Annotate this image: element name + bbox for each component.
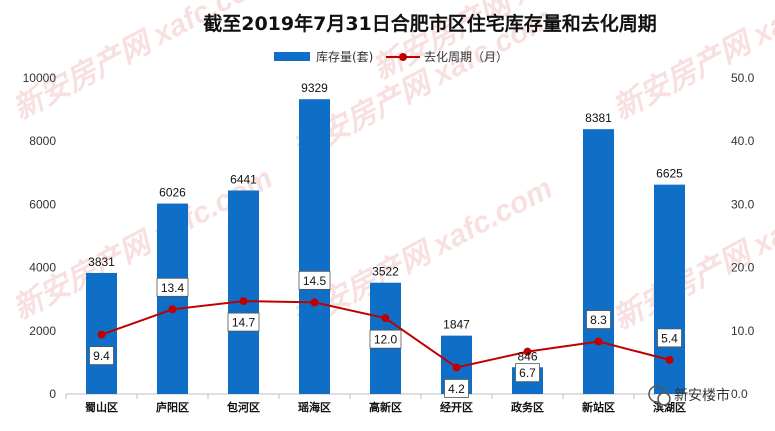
bar-value-label-3: 9329: [301, 81, 328, 95]
line-value-box-4: [369, 329, 402, 349]
y2-tick-label-2: 20.0: [731, 261, 755, 275]
bar-value-label-4: 3522: [372, 265, 399, 279]
x-tick-label-6: 政务区: [511, 400, 544, 414]
bar-value-label-1: 6026: [159, 186, 186, 200]
y-tick-label-3: 6000: [29, 197, 56, 211]
bars: [86, 99, 685, 394]
x-tick-label-4: 高新区: [369, 400, 402, 414]
y2-tick-label-4: 40.0: [731, 134, 755, 148]
x-tick-label-5: 经开区: [440, 400, 473, 414]
line-value-label-7: 8.3: [590, 313, 607, 327]
y2-tick-label-1: 10.0: [731, 324, 755, 338]
line-point-4: [381, 314, 390, 323]
line-value-label-8: 5.4: [661, 331, 678, 345]
bar-7: [583, 129, 614, 394]
line-value-label-5: 4.2: [448, 382, 465, 396]
line-point-7: [594, 337, 603, 346]
wechat-icon-inner: [657, 392, 671, 406]
y2-tick-label-0: 0.0: [731, 387, 748, 401]
line-value-box-0: [89, 346, 114, 365]
line-value-box-1: [156, 277, 189, 297]
line-value-box-7: [586, 310, 611, 329]
brand-text: 新安楼市: [674, 387, 730, 404]
line-point-0: [97, 330, 106, 339]
x-tick-label-3: 瑶海区: [298, 400, 331, 414]
line-value-box-6: [515, 363, 540, 383]
legend-bar-swatch: [274, 52, 310, 61]
y-tick-label-5: 10000: [23, 71, 57, 85]
line-point-2: [239, 297, 248, 306]
bar-value-label-5: 1847: [443, 318, 470, 332]
chart-title: 截至2019年7月31日合肥市区住宅库存量和去化周期: [203, 12, 657, 35]
y-tick-label-0: 0: [49, 387, 56, 401]
axes: 0 2000 4000 6000 8000 10000 0.0 10.0 20.0 30.0 40.…: [23, 71, 755, 414]
bar-value-label-0: 3831: [88, 255, 115, 269]
line-value-label-0: 9.4: [93, 349, 110, 363]
line-series: [97, 297, 674, 372]
legend-line-marker: [399, 53, 407, 61]
x-tick-label-2: 包河区: [226, 400, 260, 414]
line-point-3: [310, 298, 319, 307]
bar-value-label-6: 846: [517, 349, 537, 363]
line-point-5: [452, 363, 461, 372]
bar-value-label-2: 6441: [230, 172, 257, 186]
line-value-label-3: 14.5: [303, 274, 327, 288]
bar-value-label-7: 8381: [585, 111, 612, 125]
legend: 库存量(套) 去化周期（月）: [274, 49, 508, 64]
legend-bar-label: 库存量(套): [316, 49, 373, 64]
line-value-label-4: 12.0: [374, 333, 398, 347]
line-value-box-2: [227, 312, 260, 332]
x-tick-label-7: 新站区: [582, 400, 615, 414]
bar-3: [299, 99, 330, 394]
y-tick-label-1: 2000: [29, 324, 56, 338]
y-tick-label-2: 4000: [29, 261, 56, 275]
bar-1: [157, 203, 188, 394]
bar-2: [228, 190, 259, 394]
line-value-box-5: [444, 379, 469, 398]
x-tick-label-0: 蜀山区: [85, 400, 118, 414]
x-tick-label-1: 庐阳区: [156, 400, 189, 414]
data-labels: 3831 6026 6441 9329 3522 1847 846 8381 6625 9.4 13…: [88, 81, 683, 398]
line-value-box-8: [657, 328, 682, 348]
watermark-5: 新安房产网 xafc.com: [608, 172, 775, 337]
line-point-8: [665, 355, 674, 364]
y-tick-label-4: 8000: [29, 134, 56, 148]
line-point-1: [168, 305, 177, 314]
bar-value-label-8: 6625: [656, 167, 683, 181]
line-point-6: [523, 347, 532, 356]
y2-tick-label-5: 50.0: [731, 71, 755, 85]
line-value-box-3: [298, 270, 331, 290]
y2-tick-label-3: 30.0: [731, 197, 755, 211]
line-value-label-1: 13.4: [161, 281, 185, 295]
line-value-label-2: 14.7: [232, 316, 256, 330]
brand-mark: 新安楼市: [648, 385, 730, 406]
line-value-label-6: 6.7: [519, 366, 536, 380]
legend-line-label: 去化周期（月）: [424, 50, 508, 64]
